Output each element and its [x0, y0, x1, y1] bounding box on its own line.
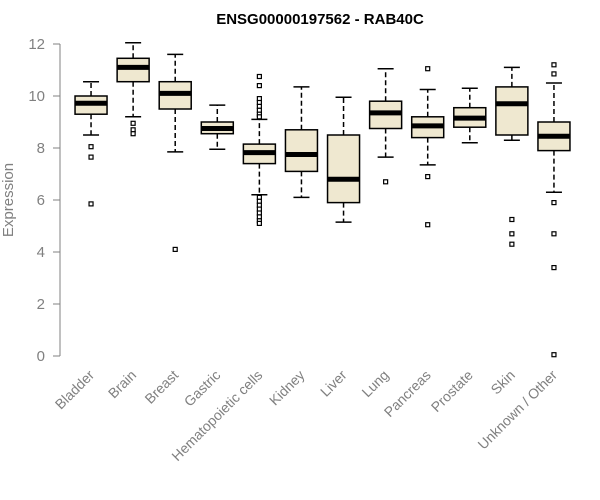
box-liver — [326, 96, 361, 223]
x-tick-label: Unknown / Other — [474, 367, 560, 453]
outlier-point — [551, 231, 557, 237]
box-body — [116, 57, 150, 83]
x-tick-label: Skin — [487, 367, 518, 398]
box-prostate — [453, 87, 487, 144]
outlier-point — [172, 246, 178, 252]
box-breast — [158, 53, 192, 252]
outlier-point — [425, 222, 431, 228]
outlier-point — [130, 131, 136, 137]
box-kidney — [284, 86, 319, 199]
x-tick-label: Liver — [317, 367, 350, 400]
box-body — [284, 129, 319, 173]
outlier-point — [551, 62, 557, 68]
box-gastric — [200, 104, 235, 151]
outlier-point — [551, 200, 557, 206]
y-tick-label: 12 — [28, 36, 45, 53]
outlier-point — [509, 231, 515, 237]
outlier-point — [425, 174, 431, 180]
y-tick-label: 6 — [37, 192, 45, 209]
outlier-point — [88, 154, 94, 160]
box-body — [495, 86, 529, 136]
outlier-point — [425, 66, 431, 72]
x-tick-label: Breast — [141, 367, 181, 407]
outlier-point — [256, 114, 262, 120]
y-tick-label: 10 — [28, 88, 45, 105]
y-axis: 0 2 4 6 8 10 12 — [28, 36, 61, 365]
outlier-point — [383, 179, 389, 185]
box-lung — [368, 67, 403, 185]
outlier-point — [130, 120, 136, 126]
box-hematopoietic-cells — [242, 73, 277, 226]
x-tick-label: Lung — [358, 367, 391, 400]
y-tick-label: 0 — [37, 348, 45, 365]
y-tick-label: 2 — [37, 296, 45, 313]
outlier-point — [551, 352, 557, 358]
box-series — [74, 41, 571, 358]
outlier-point — [509, 216, 515, 223]
x-tick-label: Brain — [105, 367, 139, 401]
chart-title: ENSG00000197562 - RAB40C — [216, 11, 424, 28]
y-tick-label: 8 — [37, 140, 45, 157]
box-skin — [495, 66, 529, 247]
box-pancreas — [410, 66, 445, 228]
box-bladder — [74, 80, 108, 207]
outlier-point — [88, 144, 94, 150]
outlier-point — [256, 82, 262, 89]
x-tick-label: Kidney — [266, 367, 308, 409]
outlier-point — [256, 73, 262, 80]
y-tick-label: 4 — [37, 244, 45, 261]
box-unknown-other — [537, 62, 571, 358]
x-tick-label: Pancreas — [381, 367, 434, 420]
box-body — [326, 134, 361, 204]
box-brain — [116, 41, 150, 137]
outlier-point — [509, 241, 515, 247]
x-tick-label: Prostate — [428, 367, 476, 415]
outlier-point — [551, 265, 557, 271]
x-tick-label: Bladder — [52, 367, 98, 413]
y-axis-label: Expression — [0, 163, 17, 237]
outlier-point — [88, 201, 94, 207]
outlier-point — [256, 220, 262, 226]
outlier-point — [551, 71, 557, 77]
